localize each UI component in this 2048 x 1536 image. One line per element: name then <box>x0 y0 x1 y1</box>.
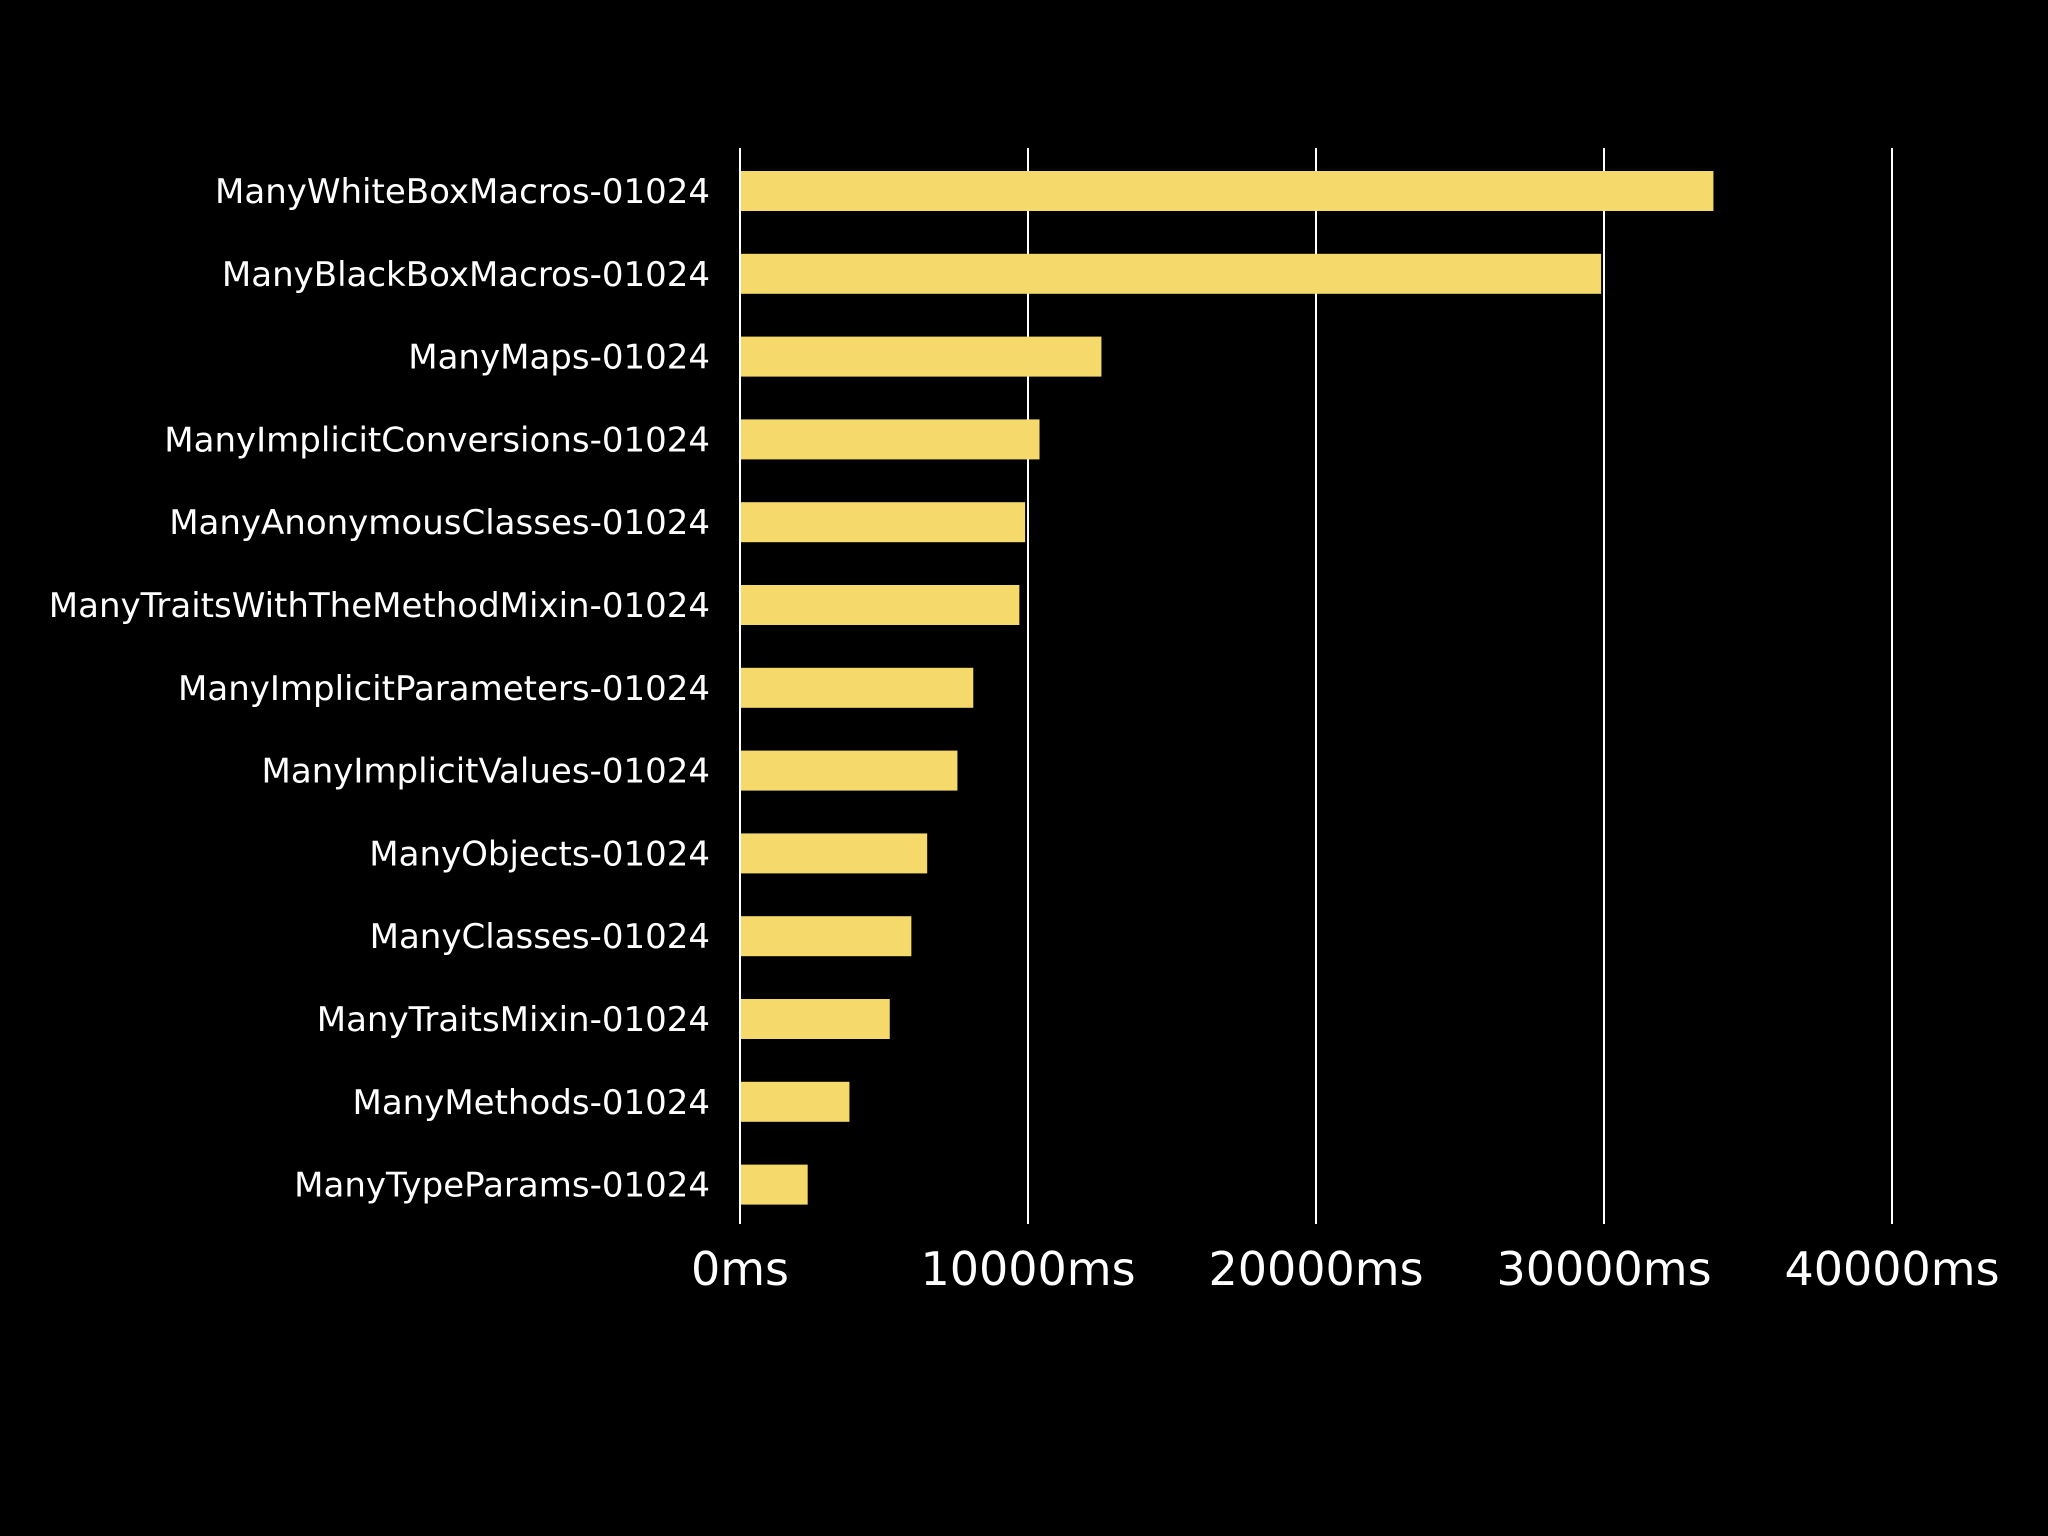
bar-ManyTraitsMixin-01024 <box>741 999 890 1039</box>
x-tick-label: 20000ms <box>1208 1242 1423 1296</box>
category-label: ManyMaps-01024 <box>408 338 710 378</box>
category-labels: ManyWhiteBoxMacros-01024 ManyBlackBoxMacr… <box>49 172 710 1206</box>
category-label: ManyImplicitParameters-01024 <box>178 669 710 709</box>
bar-ManyWhiteBoxMacros-01024 <box>741 171 1714 211</box>
bar-ManyClasses-01024 <box>741 916 912 957</box>
bar-ManyAnonymousClasses-01024 <box>741 502 1026 543</box>
bar-ManyImplicitConversions-01024 <box>741 419 1040 460</box>
bar-ManyTraitsWithTheMethodMixin-01024 <box>741 585 1020 625</box>
category-label: ManyImplicitConversions-01024 <box>164 420 710 460</box>
bar-ManyMaps-01024 <box>741 336 1102 377</box>
category-label: ManyClasses-01024 <box>370 917 710 957</box>
bar-ManyMethods-01024 <box>741 1081 850 1122</box>
bar-ManyObjects-01024 <box>741 833 928 874</box>
category-label: ManyTraitsWithTheMethodMixin-01024 <box>49 586 710 626</box>
bars <box>741 171 1714 1205</box>
x-tick-label: 10000ms <box>920 1242 1135 1296</box>
bar-ManyTypeParams-01024 <box>741 1164 808 1205</box>
category-label: ManyObjects-01024 <box>369 834 710 874</box>
x-tick-label: 30000ms <box>1496 1242 1711 1296</box>
category-label: ManyBlackBoxMacros-01024 <box>222 255 710 295</box>
category-label: ManyWhiteBoxMacros-01024 <box>215 172 710 212</box>
bar-ManyBlackBoxMacros-01024 <box>741 253 1602 294</box>
x-tick-label: 0ms <box>691 1242 789 1296</box>
category-label: ManyMethods-01024 <box>353 1083 711 1123</box>
category-label: ManyTraitsMixin-01024 <box>317 1000 710 1040</box>
x-tick-label: 40000ms <box>1784 1242 1999 1296</box>
category-label: ManyTypeParams-01024 <box>294 1166 710 1206</box>
category-label: ManyImplicitValues-01024 <box>262 752 710 792</box>
category-label: ManyAnonymousClasses-01024 <box>169 503 710 543</box>
x-tick-labels: 0ms 10000ms 20000ms 30000ms 40000ms <box>691 1242 2000 1296</box>
bar-ManyImplicitParameters-01024 <box>741 667 974 708</box>
bar-ManyImplicitValues-01024 <box>741 750 958 791</box>
gridlines <box>739 148 1893 1224</box>
